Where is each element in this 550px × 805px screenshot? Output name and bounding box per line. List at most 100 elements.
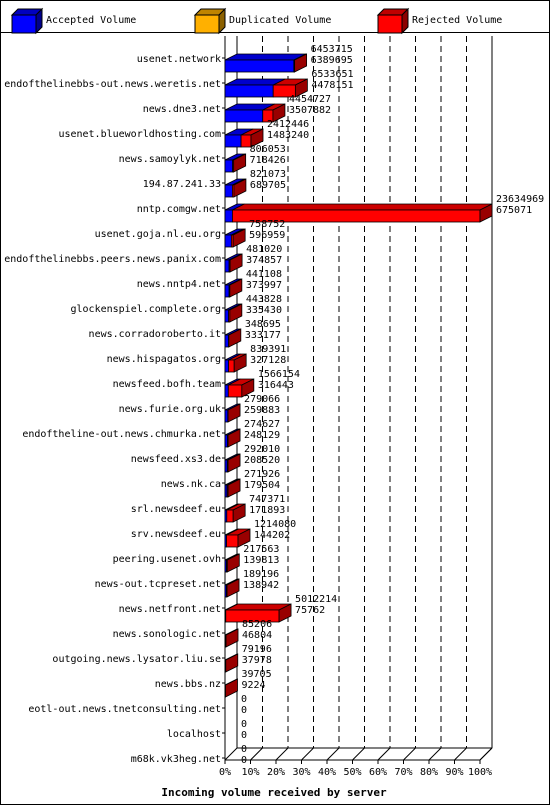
value-label-total: 0 <box>241 744 247 755</box>
bar-rejected-side <box>479 203 493 223</box>
value-label-accepted: 675071 <box>496 205 532 216</box>
value-label-total: 79196 <box>242 644 272 655</box>
x-tick-label: 10% <box>241 767 259 778</box>
value-label-accepted: 4478151 <box>311 80 353 91</box>
bar-accepted <box>224 409 229 423</box>
value-label-accepted: 373997 <box>246 280 282 291</box>
legend-label: Duplicated Volume <box>229 15 331 26</box>
x-axis: 0% 10% 20% 30% 40% 50% 60% 70% 80% 90% 100% <box>219 760 492 778</box>
server-label: usenet.goja.nl.eu.org <box>95 229 221 240</box>
bar-rejected <box>226 509 234 523</box>
bar-accepted <box>224 134 242 148</box>
bar-accepted <box>224 109 264 123</box>
bar-rejected-side <box>226 578 240 598</box>
value-label-total: 806053 <box>250 144 286 155</box>
bar-rejected-side <box>227 453 241 473</box>
value-label-accepted: 718426 <box>250 155 286 166</box>
value-label-accepted: 9224 <box>242 680 266 691</box>
value-label-total: 1214080 <box>254 519 296 530</box>
value-label-total: 271926 <box>244 469 280 480</box>
value-label-total: 39705 <box>242 669 272 680</box>
bar-accepted <box>224 159 234 173</box>
value-label-total: 6533651 <box>311 69 353 80</box>
bar-row: 00 <box>241 719 247 741</box>
x-axis-title: Incoming volume received by server <box>161 786 387 799</box>
bar-rejected-side <box>228 328 242 348</box>
bar-accepted <box>224 209 233 223</box>
floor-tick-line <box>250 747 263 761</box>
bar-rejected-side <box>227 403 241 423</box>
legend-item-duplicated-volume: Duplicated Volume <box>193 7 331 35</box>
bar-rejected-side <box>233 353 247 373</box>
legend-item-accepted-volume: Accepted Volume <box>10 7 136 35</box>
value-label-total: 0 <box>241 694 247 705</box>
floor-tick-line <box>377 747 391 761</box>
legend-label: Rejected Volume <box>412 15 502 26</box>
server-label: news.nntp4.net <box>137 279 221 290</box>
legend-swatch <box>11 14 37 34</box>
value-label-total: 839391 <box>250 344 286 355</box>
bar-row: 00 <box>241 694 247 716</box>
legend-label: Accepted Volume <box>46 15 136 26</box>
server-label: endoftheline-out.news.chmurka.net <box>22 429 221 440</box>
legend-item-rejected-volume: Rejected Volume <box>376 7 502 35</box>
x-tick-label: 60% <box>369 767 387 778</box>
value-label-accepted: 208520 <box>244 455 280 466</box>
bar-rejected-side <box>229 253 243 273</box>
bar-accepted <box>224 184 233 198</box>
value-label-total: 4454727 <box>289 94 331 105</box>
bar-rejected-side <box>233 153 247 173</box>
bar-rejected-side <box>272 103 286 123</box>
server-label: news.bbs.nz <box>155 679 221 690</box>
bar-accepted-top <box>224 53 307 61</box>
value-label-total: 85206 <box>242 619 272 630</box>
bar-rejected-side <box>278 603 292 623</box>
server-label: news.dne3.net <box>143 104 221 115</box>
x-tick-label: 50% <box>343 767 361 778</box>
server-label: endofthelinebbs-out.news.weretis.net <box>4 79 221 90</box>
y-axis-labels: usenet.network endofthelinebbs-out.news.w… <box>4 54 225 765</box>
value-label-accepted: 0 <box>241 730 247 741</box>
bar-rejected-top <box>232 203 493 211</box>
bar-accepted <box>224 234 232 248</box>
bar-rejected <box>228 359 235 373</box>
bar-rejected-side <box>226 553 240 573</box>
server-label: endofthelinebbs.peers.news.panix.com <box>4 254 221 265</box>
value-label-accepted: 179504 <box>244 480 280 491</box>
bar-rejected-side <box>225 678 238 698</box>
bar-rejected-side <box>225 628 239 648</box>
value-label-total: 481020 <box>246 244 282 255</box>
floor-tick-line <box>301 747 314 761</box>
value-label-accepted: 248129 <box>244 430 280 441</box>
x-tick-label: 20% <box>267 767 285 778</box>
value-label-total: 5012214 <box>295 594 337 605</box>
bar-rejected-side <box>225 653 239 673</box>
value-label-total: 443828 <box>246 294 282 305</box>
bar-rejected-side <box>232 503 246 523</box>
server-label: srl.newsdeef.eu <box>131 504 221 515</box>
bar-rejected-side <box>250 128 264 148</box>
bars: 6453715638969565336514478151445472735078… <box>224 44 544 766</box>
value-label-accepted: 333177 <box>245 330 281 341</box>
x-tick-label: 90% <box>445 767 463 778</box>
value-label-total: 0 <box>241 719 247 730</box>
floor-tick-line <box>479 747 493 761</box>
server-label: m68k.vk3heg.net <box>131 754 221 765</box>
bar-accepted <box>224 84 274 98</box>
x-tick-label: 30% <box>292 767 310 778</box>
